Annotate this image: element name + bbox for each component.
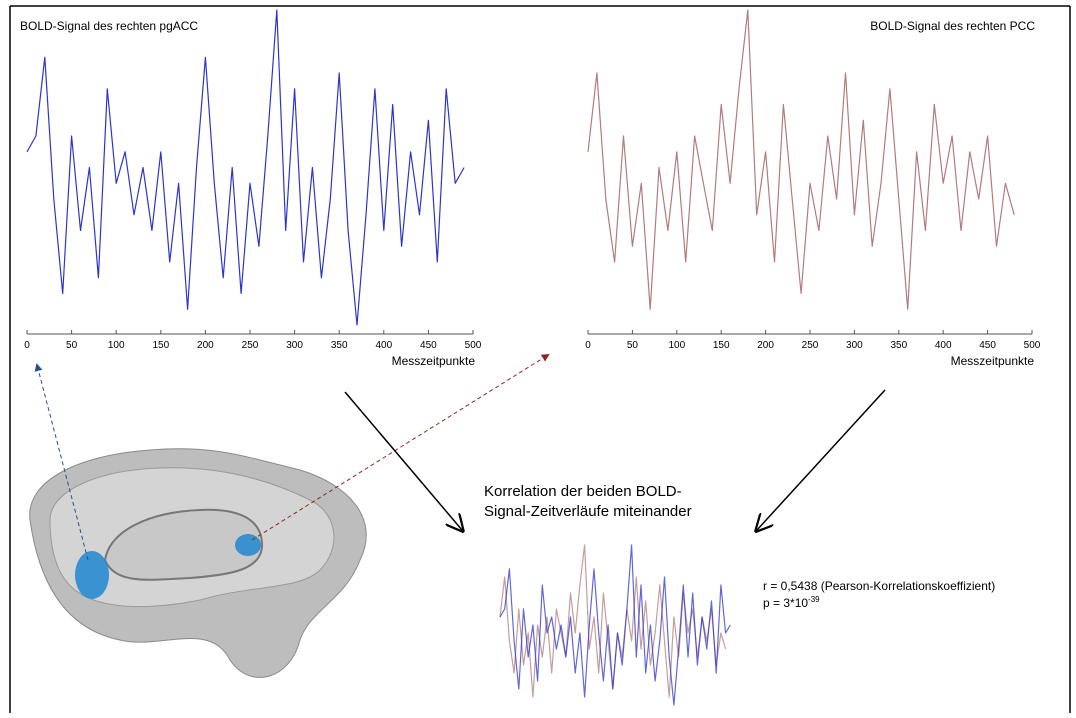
x-tick-label: 350 <box>890 340 907 351</box>
x-tick-label: 400 <box>935 340 952 351</box>
x-tick-label: 100 <box>668 340 685 351</box>
chart-title: BOLD-Signal des rechten pgACC <box>20 19 198 33</box>
x-tick-label: 0 <box>24 340 30 351</box>
x-tick-label: 500 <box>465 340 482 351</box>
signal-line <box>499 544 731 706</box>
link-arrow <box>251 353 550 541</box>
x-tick-label: 50 <box>66 340 78 351</box>
x-tick-label: 0 <box>585 340 591 351</box>
p-exponent: -39 <box>808 595 820 604</box>
p-text: p = 3*10 <box>763 596 808 610</box>
signal-line <box>26 9 465 326</box>
link-arrow <box>34 363 89 561</box>
x-tick-label: 450 <box>420 340 437 351</box>
x-tick-label: 250 <box>802 340 819 351</box>
r-value: r = 0,5438 (Pearson-Korrelationskoeffizi… <box>763 579 995 593</box>
x-axis-label: Messzeitpunkte <box>392 354 476 368</box>
x-tick-label: 450 <box>979 340 996 351</box>
x-tick-label: 150 <box>713 340 730 351</box>
x-tick-label: 400 <box>375 340 392 351</box>
x-tick-label: 50 <box>627 340 639 351</box>
x-axis-label: Messzeitpunkte <box>951 354 1035 368</box>
x-tick-label: 200 <box>757 340 774 351</box>
x-tick-label: 150 <box>152 340 169 351</box>
caption-line: Signal-Zeitverläufe miteinander <box>484 503 692 520</box>
flow-arrow <box>757 389 886 530</box>
x-tick-label: 250 <box>242 340 259 351</box>
x-tick-label: 300 <box>286 340 303 351</box>
p-value: p = 3*10-39 <box>763 595 820 610</box>
flow-arrow <box>344 391 462 530</box>
x-tick-label: 200 <box>197 340 214 351</box>
x-tick-label: 500 <box>1024 340 1041 351</box>
chart-title: BOLD-Signal des rechten PCC <box>870 19 1035 33</box>
brain-illustration <box>29 448 367 678</box>
x-tick-label: 350 <box>331 340 348 351</box>
x-tick-label: 300 <box>846 340 863 351</box>
x-tick-label: 100 <box>108 340 125 351</box>
caption-line: Korrelation der beiden BOLD- <box>484 483 682 500</box>
signal-line <box>587 9 1015 310</box>
